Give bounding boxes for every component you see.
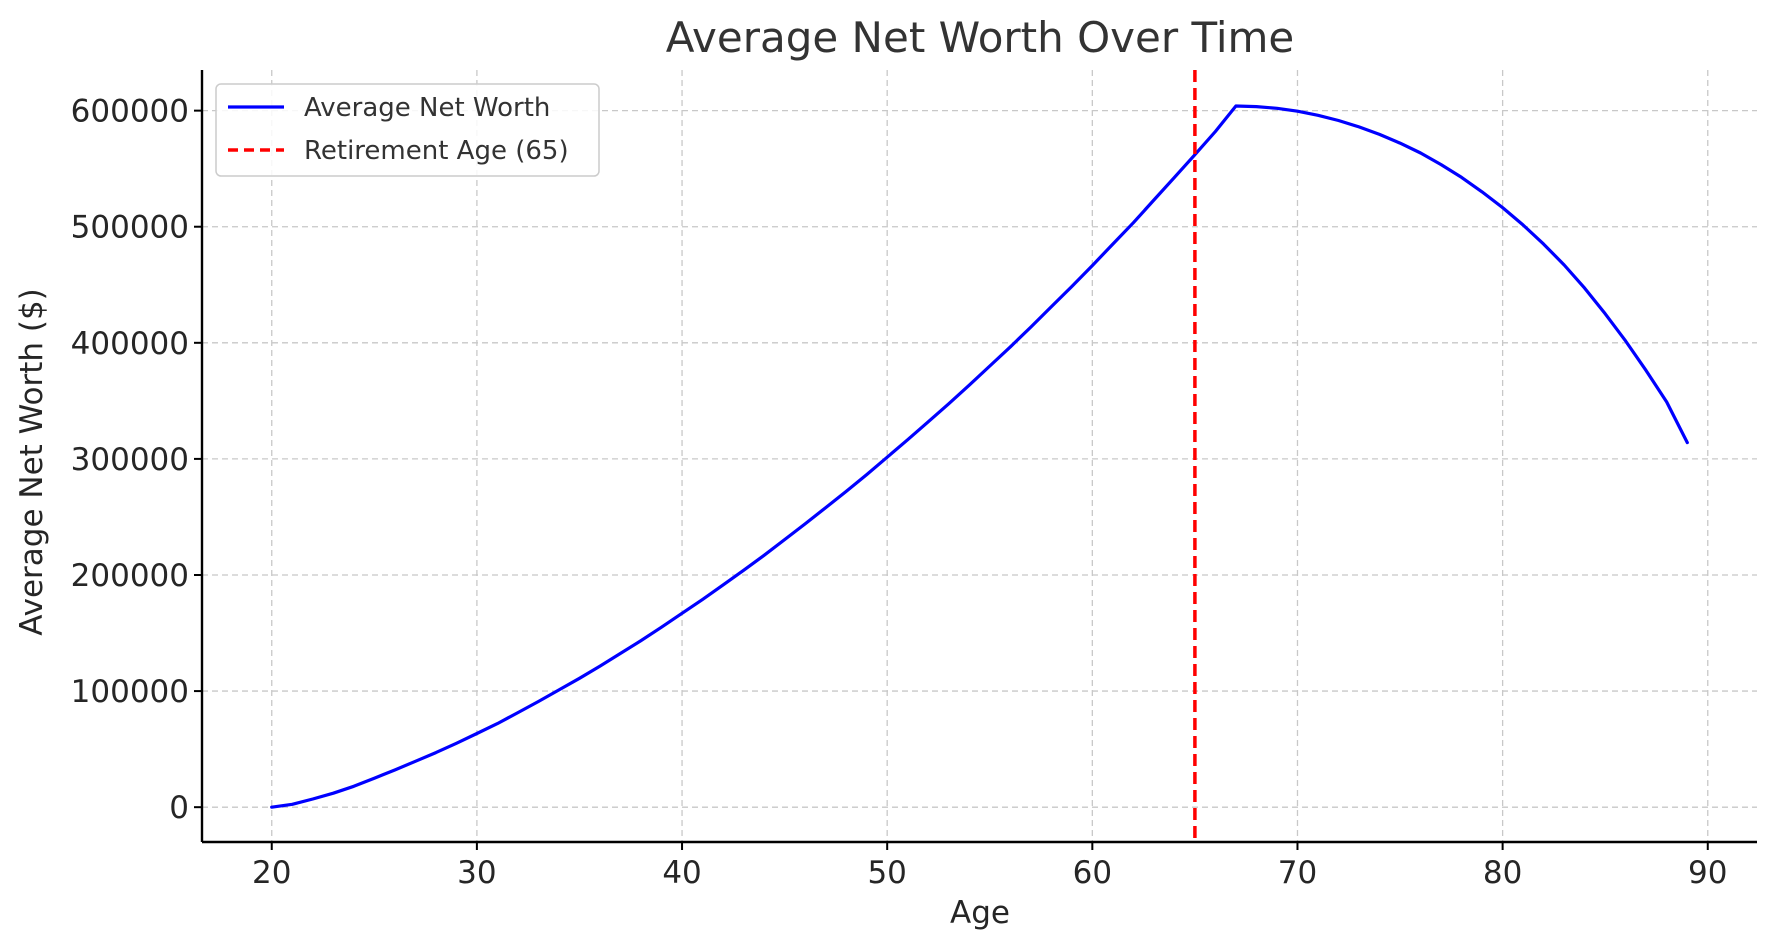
x-axis-title: Age: [950, 895, 1010, 931]
series-line-average-net-worth: [270, 104, 1689, 809]
legend-label-retirement-age: Retirement Age (65): [304, 136, 569, 166]
x-axis-ticks: 20 30 40 50 60 70 80 90: [252, 842, 1727, 891]
x-tick-label: 20: [252, 855, 291, 891]
y-axis-title: Average Net Worth ($): [14, 288, 50, 636]
grid: [202, 70, 1757, 842]
y-tick-label: 200000: [71, 558, 189, 594]
x-tick-label: 90: [1688, 855, 1727, 891]
chart-title: Average Net Worth Over Time: [666, 13, 1295, 62]
x-tick-label: 30: [457, 855, 496, 891]
legend: Average Net Worth Retirement Age (65): [215, 83, 600, 177]
x-tick-label: 40: [662, 855, 701, 891]
y-tick-label: 0: [169, 790, 189, 826]
plot-area: [270, 70, 1689, 842]
y-tick-label: 100000: [71, 674, 189, 710]
y-tick-label: 300000: [71, 442, 189, 478]
y-axis-ticks: 0 100000 200000 300000 400000 500000 600000: [71, 94, 202, 826]
y-tick-label: 500000: [71, 210, 189, 246]
legend-label-average-net-worth: Average Net Worth: [304, 93, 550, 123]
axes: [200, 70, 1757, 844]
x-tick-label: 50: [867, 855, 906, 891]
x-tick-label: 80: [1483, 855, 1522, 891]
legend-box: [215, 83, 600, 177]
x-tick-label: 60: [1073, 855, 1112, 891]
x-tick-label: 70: [1278, 855, 1317, 891]
y-tick-label: 400000: [71, 326, 189, 362]
y-tick-label: 600000: [71, 94, 189, 130]
